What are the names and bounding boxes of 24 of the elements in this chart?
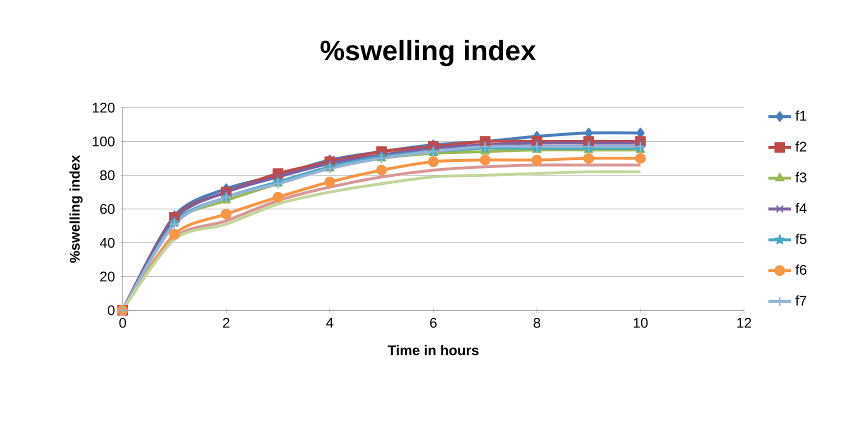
x-tick-label: 0 xyxy=(119,318,126,328)
legend-label: f5 xyxy=(795,234,806,244)
y-tick-label: 0 xyxy=(108,305,115,316)
legend-label: f2 xyxy=(795,141,806,152)
x-axis-title: Time in hours xyxy=(388,344,479,356)
x-tick-label: 10 xyxy=(634,318,648,328)
y-tick-label: 80 xyxy=(100,170,115,180)
y-tick-label: 20 xyxy=(100,272,115,282)
y-tick-label: 40 xyxy=(100,238,115,248)
chart-title: %swelling index xyxy=(320,40,536,66)
legend-label: f6 xyxy=(795,264,806,275)
legend-label: f7 xyxy=(795,295,806,306)
y-tick-label: 60 xyxy=(100,204,115,214)
legend-label: f3 xyxy=(795,172,806,182)
legend-label: f1 xyxy=(795,110,806,121)
y-tick-label: 120 xyxy=(92,102,115,113)
x-tick-label: 12 xyxy=(737,318,752,328)
x-tick-label: 6 xyxy=(430,318,437,328)
x-tick-label: 8 xyxy=(534,318,540,328)
x-tick-label: 4 xyxy=(326,318,334,328)
y-tick-label: 100 xyxy=(92,136,115,146)
x-tick-label: 2 xyxy=(223,318,230,328)
legend-label: f4 xyxy=(795,202,807,214)
y-axis-title: %swelling index xyxy=(69,155,83,263)
